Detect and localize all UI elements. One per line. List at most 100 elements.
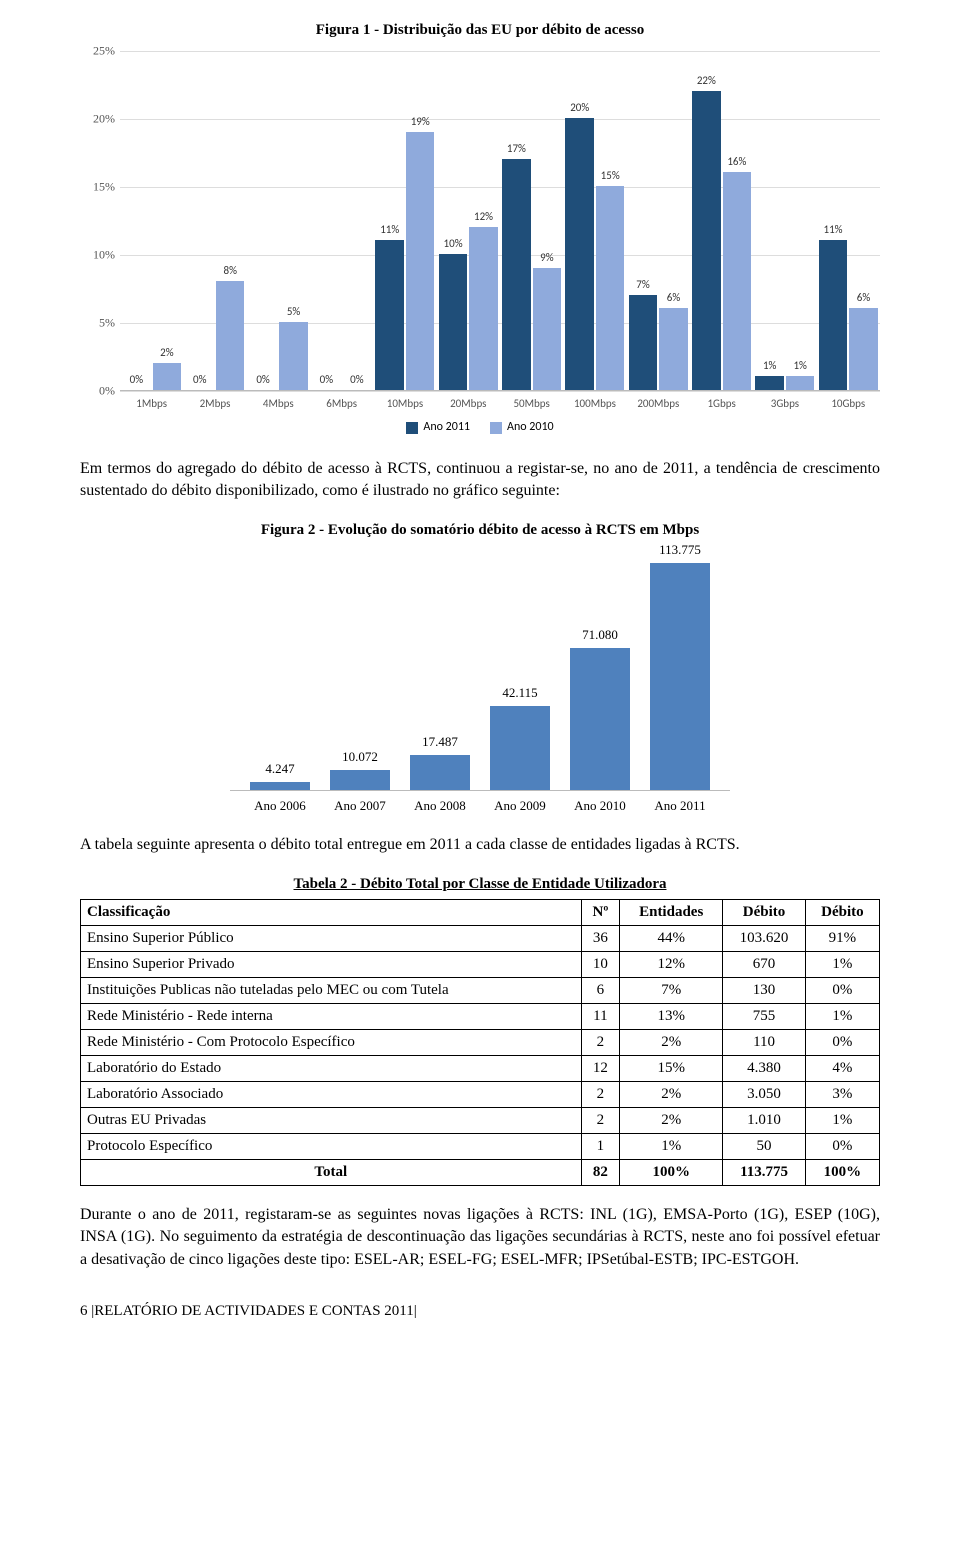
bar-value-label: 20% (570, 100, 589, 115)
bar-value-label: 22% (697, 73, 716, 88)
table-cell: 100% (620, 1159, 723, 1185)
bar-value-label: 71.080 (582, 626, 618, 644)
bar-value-label: 5% (287, 304, 300, 319)
table-header: Entidades (620, 899, 723, 925)
bar-value-label: 42.115 (502, 684, 537, 702)
x-label: 10Mbps (373, 391, 436, 411)
table-header: Nº (581, 899, 619, 925)
bar: 7% (629, 295, 657, 390)
x-label: 2Mbps (183, 391, 246, 411)
bar-value-label: 0% (193, 372, 206, 387)
bar (250, 782, 310, 790)
table-cell: 12 (581, 1055, 619, 1081)
bar-group: 10%12% (437, 227, 500, 390)
x-label: Ano 2008 (410, 797, 470, 815)
bar-group: 0%2% (120, 363, 183, 390)
table-cell: 110 (723, 1029, 806, 1055)
bar: 1% (786, 376, 814, 390)
x-label: 4Mbps (247, 391, 310, 411)
table2: ClassificaçãoNºEntidadesDébitoDébito Ens… (80, 899, 880, 1186)
bar: 5% (279, 322, 307, 390)
bar (410, 755, 470, 790)
table-cell: 3.050 (723, 1081, 806, 1107)
table-cell: Outras EU Privadas (81, 1107, 582, 1133)
bar: 6% (849, 308, 877, 390)
bar (490, 706, 550, 790)
x-label: Ano 2009 (490, 797, 550, 815)
bar-group: 20%15% (563, 118, 626, 390)
table-cell: Laboratório Associado (81, 1081, 582, 1107)
x-label: Ano 2011 (650, 797, 710, 815)
table-cell: 4.380 (723, 1055, 806, 1081)
bar-value-label: 2% (160, 345, 173, 360)
bar (650, 563, 710, 791)
bar-group: 17.487 (410, 733, 470, 790)
y-tick: 5% (80, 315, 115, 332)
table-row: Laboratório Associado22%3.0503% (81, 1081, 880, 1107)
table-cell: 0% (805, 1133, 879, 1159)
bar-value-label: 1% (763, 358, 776, 373)
table-cell: 2 (581, 1029, 619, 1055)
x-label: 1Gbps (690, 391, 753, 411)
table-cell: 0% (805, 977, 879, 1003)
y-tick: 10% (80, 247, 115, 264)
x-label: 100Mbps (563, 391, 626, 411)
bar-value-label: 19% (411, 114, 430, 129)
table-header: Débito (723, 899, 806, 925)
bar-group: 22%16% (690, 91, 753, 390)
y-tick: 25% (80, 43, 115, 60)
legend-label: Ano 2010 (507, 419, 554, 436)
bar: 9% (533, 268, 561, 390)
bar (330, 770, 390, 790)
table-cell: Instituições Publicas não tuteladas pelo… (81, 977, 582, 1003)
bar-value-label: 10% (444, 236, 463, 251)
table-cell: 91% (805, 925, 879, 951)
bar-value-label: 6% (857, 290, 870, 305)
figure1-title: Figura 1 - Distribuição das EU por débit… (80, 20, 880, 41)
y-tick: 0% (80, 383, 115, 400)
bar-group: 71.080 (570, 626, 630, 790)
bar: 16% (723, 172, 751, 390)
x-label: 6Mbps (310, 391, 373, 411)
x-label: Ano 2010 (570, 797, 630, 815)
table-row: Protocolo Específico11%500% (81, 1133, 880, 1159)
table-row: Laboratório do Estado1215%4.3804% (81, 1055, 880, 1081)
bar-value-label: 17% (507, 141, 526, 156)
bar: 1% (755, 376, 783, 390)
table-cell: 6 (581, 977, 619, 1003)
table-cell: 10 (581, 951, 619, 977)
bar-value-label: 1% (793, 358, 806, 373)
table-cell: Laboratório do Estado (81, 1055, 582, 1081)
legend-item: Ano 2011 (406, 419, 470, 436)
bar: 2% (153, 363, 181, 390)
table-cell: 11 (581, 1003, 619, 1029)
table-cell: 13% (620, 1003, 723, 1029)
bar-value-label: 113.775 (659, 541, 701, 559)
x-label: 1Mbps (120, 391, 183, 411)
table-cell: 7% (620, 977, 723, 1003)
bar-group: 11%19% (373, 132, 436, 390)
table-cell: 1% (805, 1107, 879, 1133)
table-cell: Ensino Superior Privado (81, 951, 582, 977)
bar-value-label: 15% (601, 168, 620, 183)
bar-group: 4.247 (250, 760, 310, 791)
bar-group: 113.775 (650, 541, 710, 791)
legend-swatch (490, 422, 502, 434)
table-cell: Rede Ministério - Rede interna (81, 1003, 582, 1029)
bar: 11% (375, 240, 403, 390)
bar-group: 1%1% (753, 376, 816, 390)
bar-value-label: 16% (727, 154, 746, 169)
table-cell: 1% (805, 1003, 879, 1029)
x-label: 10Gbps (817, 391, 880, 411)
table-row: Rede Ministério - Com Protocolo Específi… (81, 1029, 880, 1055)
bar-value-label: 10.072 (342, 748, 378, 766)
bar-group: 17%9% (500, 159, 563, 390)
table-cell: 2 (581, 1107, 619, 1133)
bar: 17% (502, 159, 530, 390)
x-label: 20Mbps (437, 391, 500, 411)
table-cell: 0% (805, 1029, 879, 1055)
table-cell: Total (81, 1159, 582, 1185)
table-row: Ensino Superior Público3644%103.62091% (81, 925, 880, 951)
figure1-chart: 0%5%10%15%20%25% 0%2%0%8%0%5%0%0%11%19%1… (80, 51, 880, 440)
x-label: Ano 2006 (250, 797, 310, 815)
